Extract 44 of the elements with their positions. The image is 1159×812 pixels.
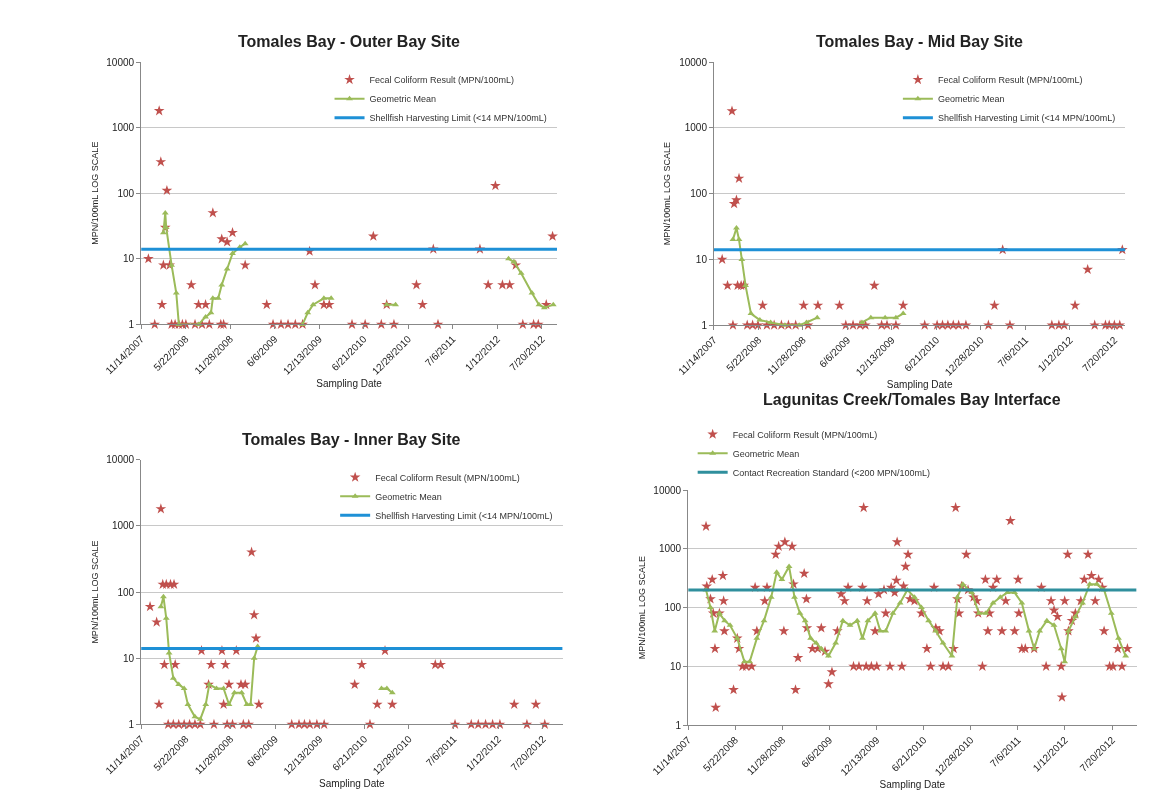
x-axis-title: Sampling Date xyxy=(879,779,946,791)
legend-label: Fecal Coliform Result (MPN/100mL) xyxy=(732,429,878,440)
y-tick-label: 1000 xyxy=(684,122,708,134)
y-tick-label: 10000 xyxy=(679,56,708,68)
y-tick-label: 1 xyxy=(128,318,135,330)
y-tick-label: 10 xyxy=(123,253,135,265)
y-axis-title: MPN/100mL LOG SCALE xyxy=(662,141,673,246)
y-tick-label: 1000 xyxy=(111,520,135,532)
legend-label: Shellfish Harvesting Limit (<14 MPN/100mL) xyxy=(937,113,1116,124)
y-tick-label: 100 xyxy=(117,187,135,199)
legend-label: Fecal Coliform Result (MPN/100mL) xyxy=(937,75,1083,86)
legend-label: Geometric Mean xyxy=(375,491,442,502)
y-tick-label: 1000 xyxy=(111,122,135,134)
y-tick-label: 10 xyxy=(123,652,135,664)
legend-label: Geometric Mean xyxy=(937,94,1005,105)
y-tick-label: 100 xyxy=(117,586,135,598)
legend-label: Geometric Mean xyxy=(369,94,437,105)
y-tick-label: 10 xyxy=(670,660,682,672)
y-tick-label: 10000 xyxy=(653,484,682,496)
chart-title: Lagunitas Creek/Tomales Bay Interface xyxy=(763,391,1061,408)
legend-label: Fecal Coliform Result (MPN/100mL) xyxy=(375,472,520,483)
y-tick-label: 10 xyxy=(695,253,708,265)
y-tick-label: 1 xyxy=(675,719,682,731)
y-tick-label: 100 xyxy=(690,188,708,200)
chart-title: Tomales Bay - Mid Bay Site xyxy=(816,33,1023,50)
x-axis-title: Sampling Date xyxy=(316,378,383,390)
legend-label: Contact Recreation Standard (<200 MPN/100mL) xyxy=(732,467,931,478)
y-axis-title: MPN/100mL LOG SCALE xyxy=(89,141,100,245)
y-tick-label: 1000 xyxy=(658,543,682,555)
legend-label: Geometric Mean xyxy=(732,448,800,459)
x-axis-title: Sampling Date xyxy=(886,379,953,391)
legend-label: Shellfish Harvesting Limit (<14 MPN/100mL) xyxy=(369,113,547,124)
y-tick-label: 10000 xyxy=(106,56,135,68)
y-axis-title: MPN/100mL LOG SCALE xyxy=(89,540,100,644)
y-tick-label: 1 xyxy=(128,718,135,730)
legend-label: Fecal Coliform Result (MPN/100mL) xyxy=(369,75,515,86)
y-tick-label: 100 xyxy=(664,602,682,614)
y-tick-label: 1 xyxy=(701,319,708,331)
y-axis-title: MPN/100mL LOG SCALE xyxy=(636,555,647,660)
x-axis-title: Sampling Date xyxy=(319,778,386,790)
legend-label: Shellfish Harvesting Limit (<14 MPN/100mL) xyxy=(375,510,553,521)
chart-title: Tomales Bay - Outer Bay Site xyxy=(238,33,461,50)
chart-title: Tomales Bay - Inner Bay Site xyxy=(242,431,461,448)
y-tick-label: 10000 xyxy=(106,454,135,466)
